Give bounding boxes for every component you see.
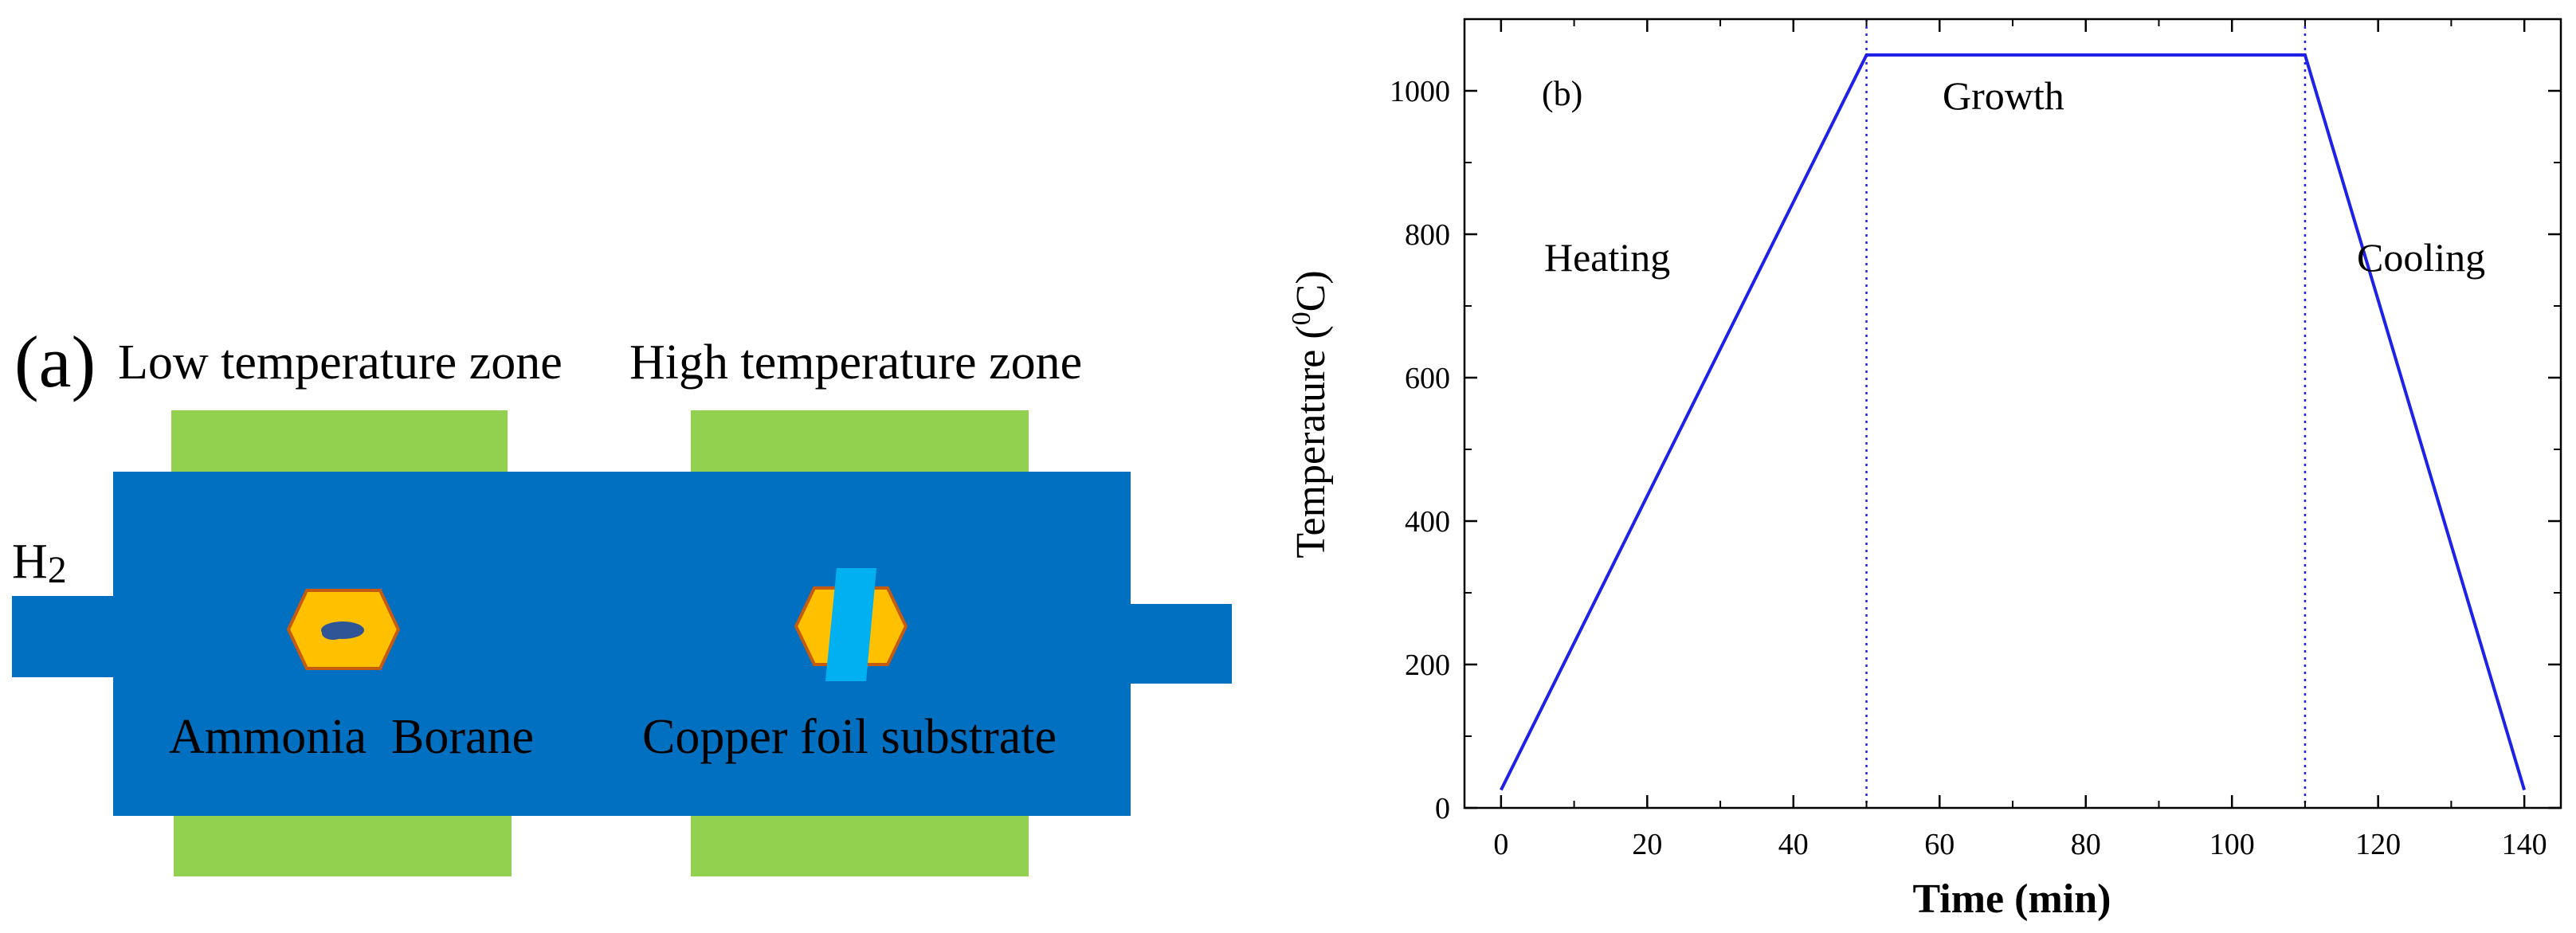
x-tick-label: 120 <box>2355 828 2401 861</box>
x-axis-ticks: 0 20 40 60 80 100 120 140 <box>1493 19 2547 861</box>
x-tick-label: 40 <box>1778 828 1809 861</box>
x-tick-label: 0 <box>1493 828 1508 861</box>
low-zone-heater-bottom <box>174 813 512 876</box>
x-tick-label: 100 <box>2209 828 2255 861</box>
y-axis-title-unit: C) <box>1288 270 1334 312</box>
x-tick-label: 80 <box>2071 828 2101 861</box>
low-temperature-zone-label: Low temperature zone <box>118 335 563 390</box>
x-tick-label: 140 <box>2502 828 2547 861</box>
quartz-tube-body <box>113 472 1131 816</box>
high-zone-heater-bottom <box>691 813 1029 876</box>
copper-foil-substrate-label: Copper foil substrate <box>642 710 1057 764</box>
cooling-phase-label: Cooling <box>2357 235 2485 280</box>
ammonia-borane-label: Ammonia Borane <box>169 710 534 764</box>
y-tick-label: 0 <box>1435 792 1450 825</box>
y-axis-title: Temperature (0C) <box>1287 270 1334 558</box>
y-axis-ticks: 0 200 400 600 800 1000 <box>1390 18 2561 825</box>
tube-inlet <box>12 596 120 677</box>
x-tick-label: 20 <box>1632 828 1662 861</box>
copper-foil-substrate <box>825 568 876 681</box>
panel-b-temperature-chart: 0 20 40 60 80 100 120 140 0 200 400 600 800 1000 (b)… <box>1287 18 2562 922</box>
hydrogen-gas-label: H2 <box>12 535 67 591</box>
high-zone-heater-top <box>691 410 1029 474</box>
temperature-profile-line <box>1500 53 2527 791</box>
hydrogen-gas-subscript: 2 <box>48 549 67 591</box>
y-tick-label: 600 <box>1405 362 1450 395</box>
x-axis-title: Time (min) <box>1913 876 2111 922</box>
y-tick-label: 1000 <box>1390 75 1450 108</box>
low-zone-heater-top <box>171 410 508 474</box>
heating-phase-label: Heating <box>1544 235 1670 280</box>
panel-a-label: (a) <box>14 321 96 402</box>
y-tick-label: 400 <box>1405 505 1450 539</box>
panel-b-label: (b) <box>1542 74 1582 113</box>
chart-marks <box>1500 19 2527 808</box>
growth-phase-label: Growth <box>1943 73 2064 118</box>
hydrogen-gas-symbol: H <box>12 535 48 589</box>
x-tick-label: 60 <box>1924 828 1955 861</box>
panel-a-furnace-schematic: (a) Low temperature zone High temperatur… <box>12 321 1232 876</box>
tube-outlet <box>1123 604 1232 684</box>
plot-frame <box>1463 18 2562 810</box>
y-tick-label: 200 <box>1405 649 1450 682</box>
y-axis-title-main: Temperature ( <box>1288 325 1334 558</box>
ammonia-borane-powder-edge <box>322 627 344 640</box>
high-temperature-zone-label: High temperature zone <box>629 335 1082 390</box>
y-tick-label: 800 <box>1405 218 1450 252</box>
y-axis-title-superscript: 0 <box>1287 312 1316 325</box>
